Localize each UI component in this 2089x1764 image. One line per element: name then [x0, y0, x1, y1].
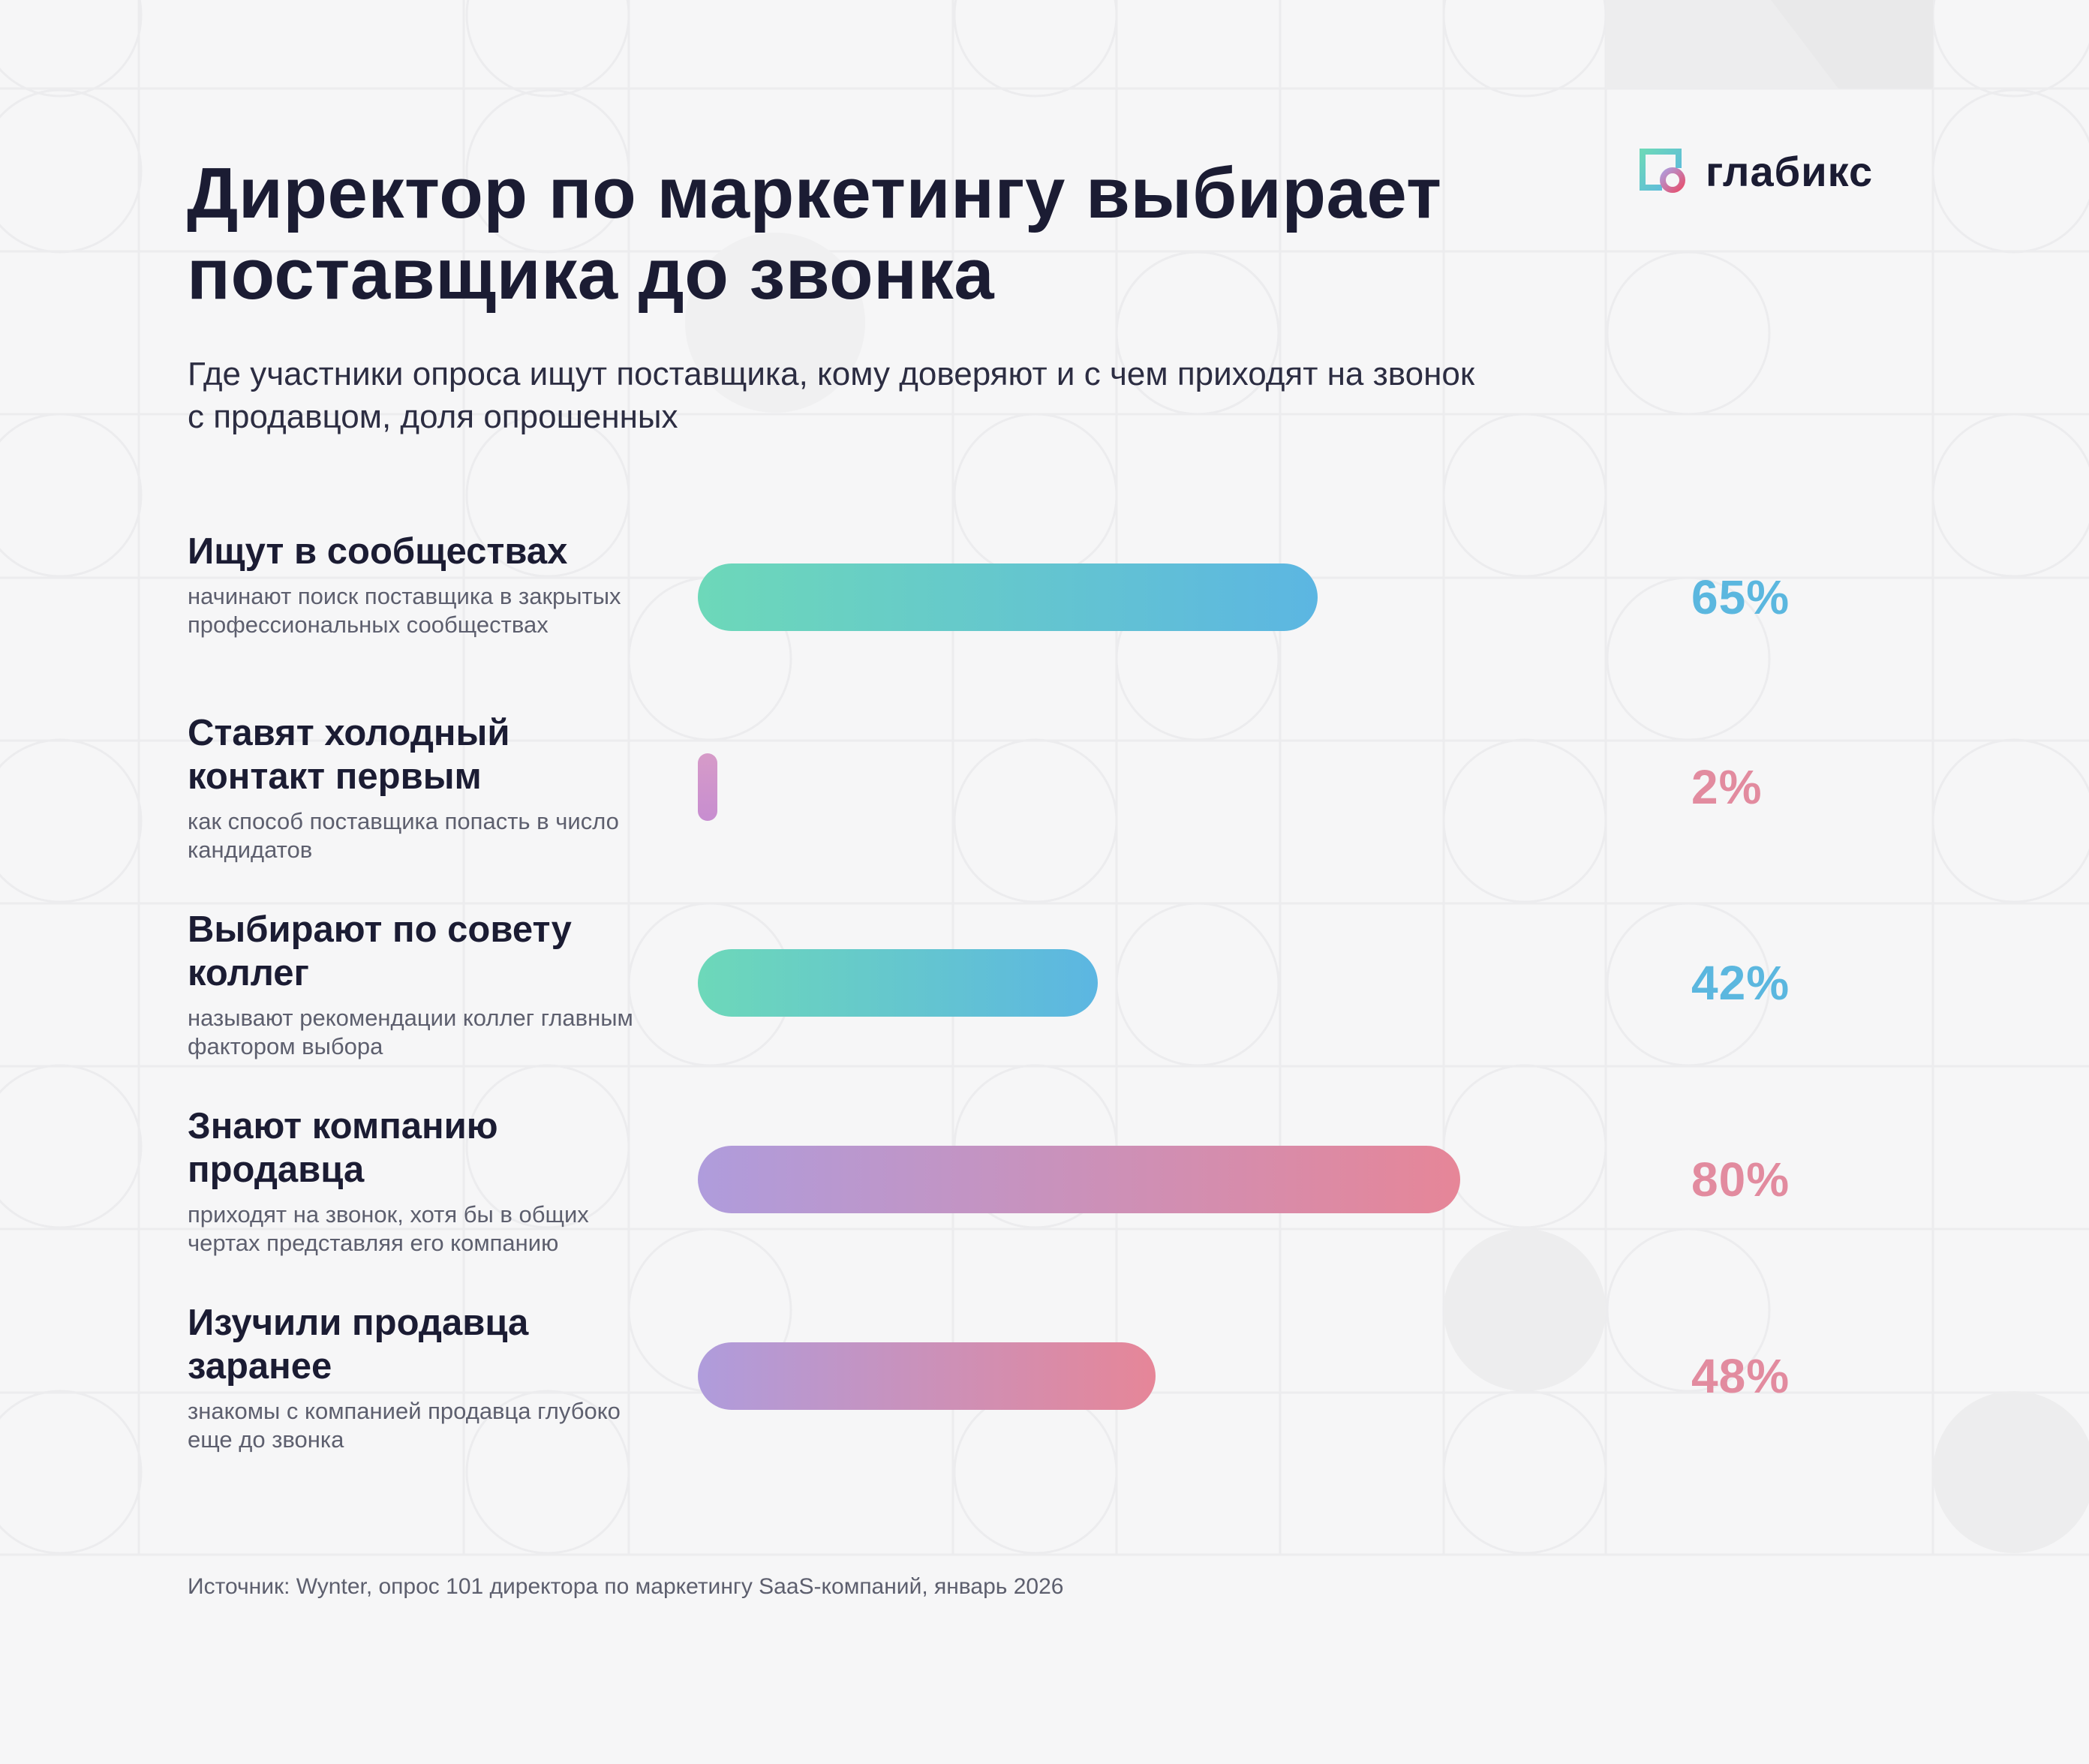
chart-subtitle: Где участники опроса ищут поставщика, ко…	[188, 356, 1475, 435]
bar-1	[698, 563, 1318, 631]
category-label: Ставят холодный контакт первым	[188, 713, 510, 797]
row-text-5: Изучили продавца заранее знакомы с компан…	[188, 1301, 645, 1454]
bar-5	[698, 1342, 1156, 1410]
category-description: знакомы с компанией продавца глубоко еще…	[188, 1398, 621, 1453]
source-note: Источник: Wynter, опрос 101 директора по…	[188, 1574, 1064, 1599]
category-description: называют рекомендации коллег главным фак…	[188, 1005, 633, 1059]
category-description: приходят на звонок, хотя бы в общих черт…	[188, 1201, 589, 1256]
bar-3	[698, 949, 1098, 1017]
category-label: Знают компанию продавца	[188, 1106, 498, 1190]
category-description: как способ поставщика попасть в число ка…	[188, 808, 619, 863]
value-label: 48%	[1691, 1349, 1790, 1403]
bar-4	[698, 1146, 1460, 1213]
chart-title: Директор по маркетингу выбирает поставщи…	[187, 153, 1442, 314]
category-description: начинают поиск поставщика в закрытых про…	[188, 583, 621, 638]
row-text-3: Выбирают по совету коллег называют рекоме…	[188, 908, 645, 1061]
row-text-4: Знают компанию продавца приходят на звоно…	[188, 1104, 645, 1258]
value-label: 65%	[1691, 570, 1790, 624]
category-label: Изучили продавца заранее	[188, 1303, 529, 1387]
row-text-1: Ищут в сообществах начинают поиск поставщ…	[188, 530, 645, 639]
logo-mark-icon	[1640, 149, 1685, 193]
bar-2	[698, 753, 717, 821]
row-text-2: Ставят холодный контакт первым как способ…	[188, 711, 645, 864]
brand-name: глабикс	[1706, 148, 1874, 195]
category-label: Ищут в сообществах	[188, 531, 568, 572]
value-label: 80%	[1691, 1152, 1790, 1207]
category-label: Выбирают по совету коллег	[188, 909, 572, 993]
value-label: 42%	[1691, 956, 1790, 1010]
value-label: 2%	[1691, 760, 1763, 814]
brand-logo: глабикс	[1640, 147, 1873, 197]
